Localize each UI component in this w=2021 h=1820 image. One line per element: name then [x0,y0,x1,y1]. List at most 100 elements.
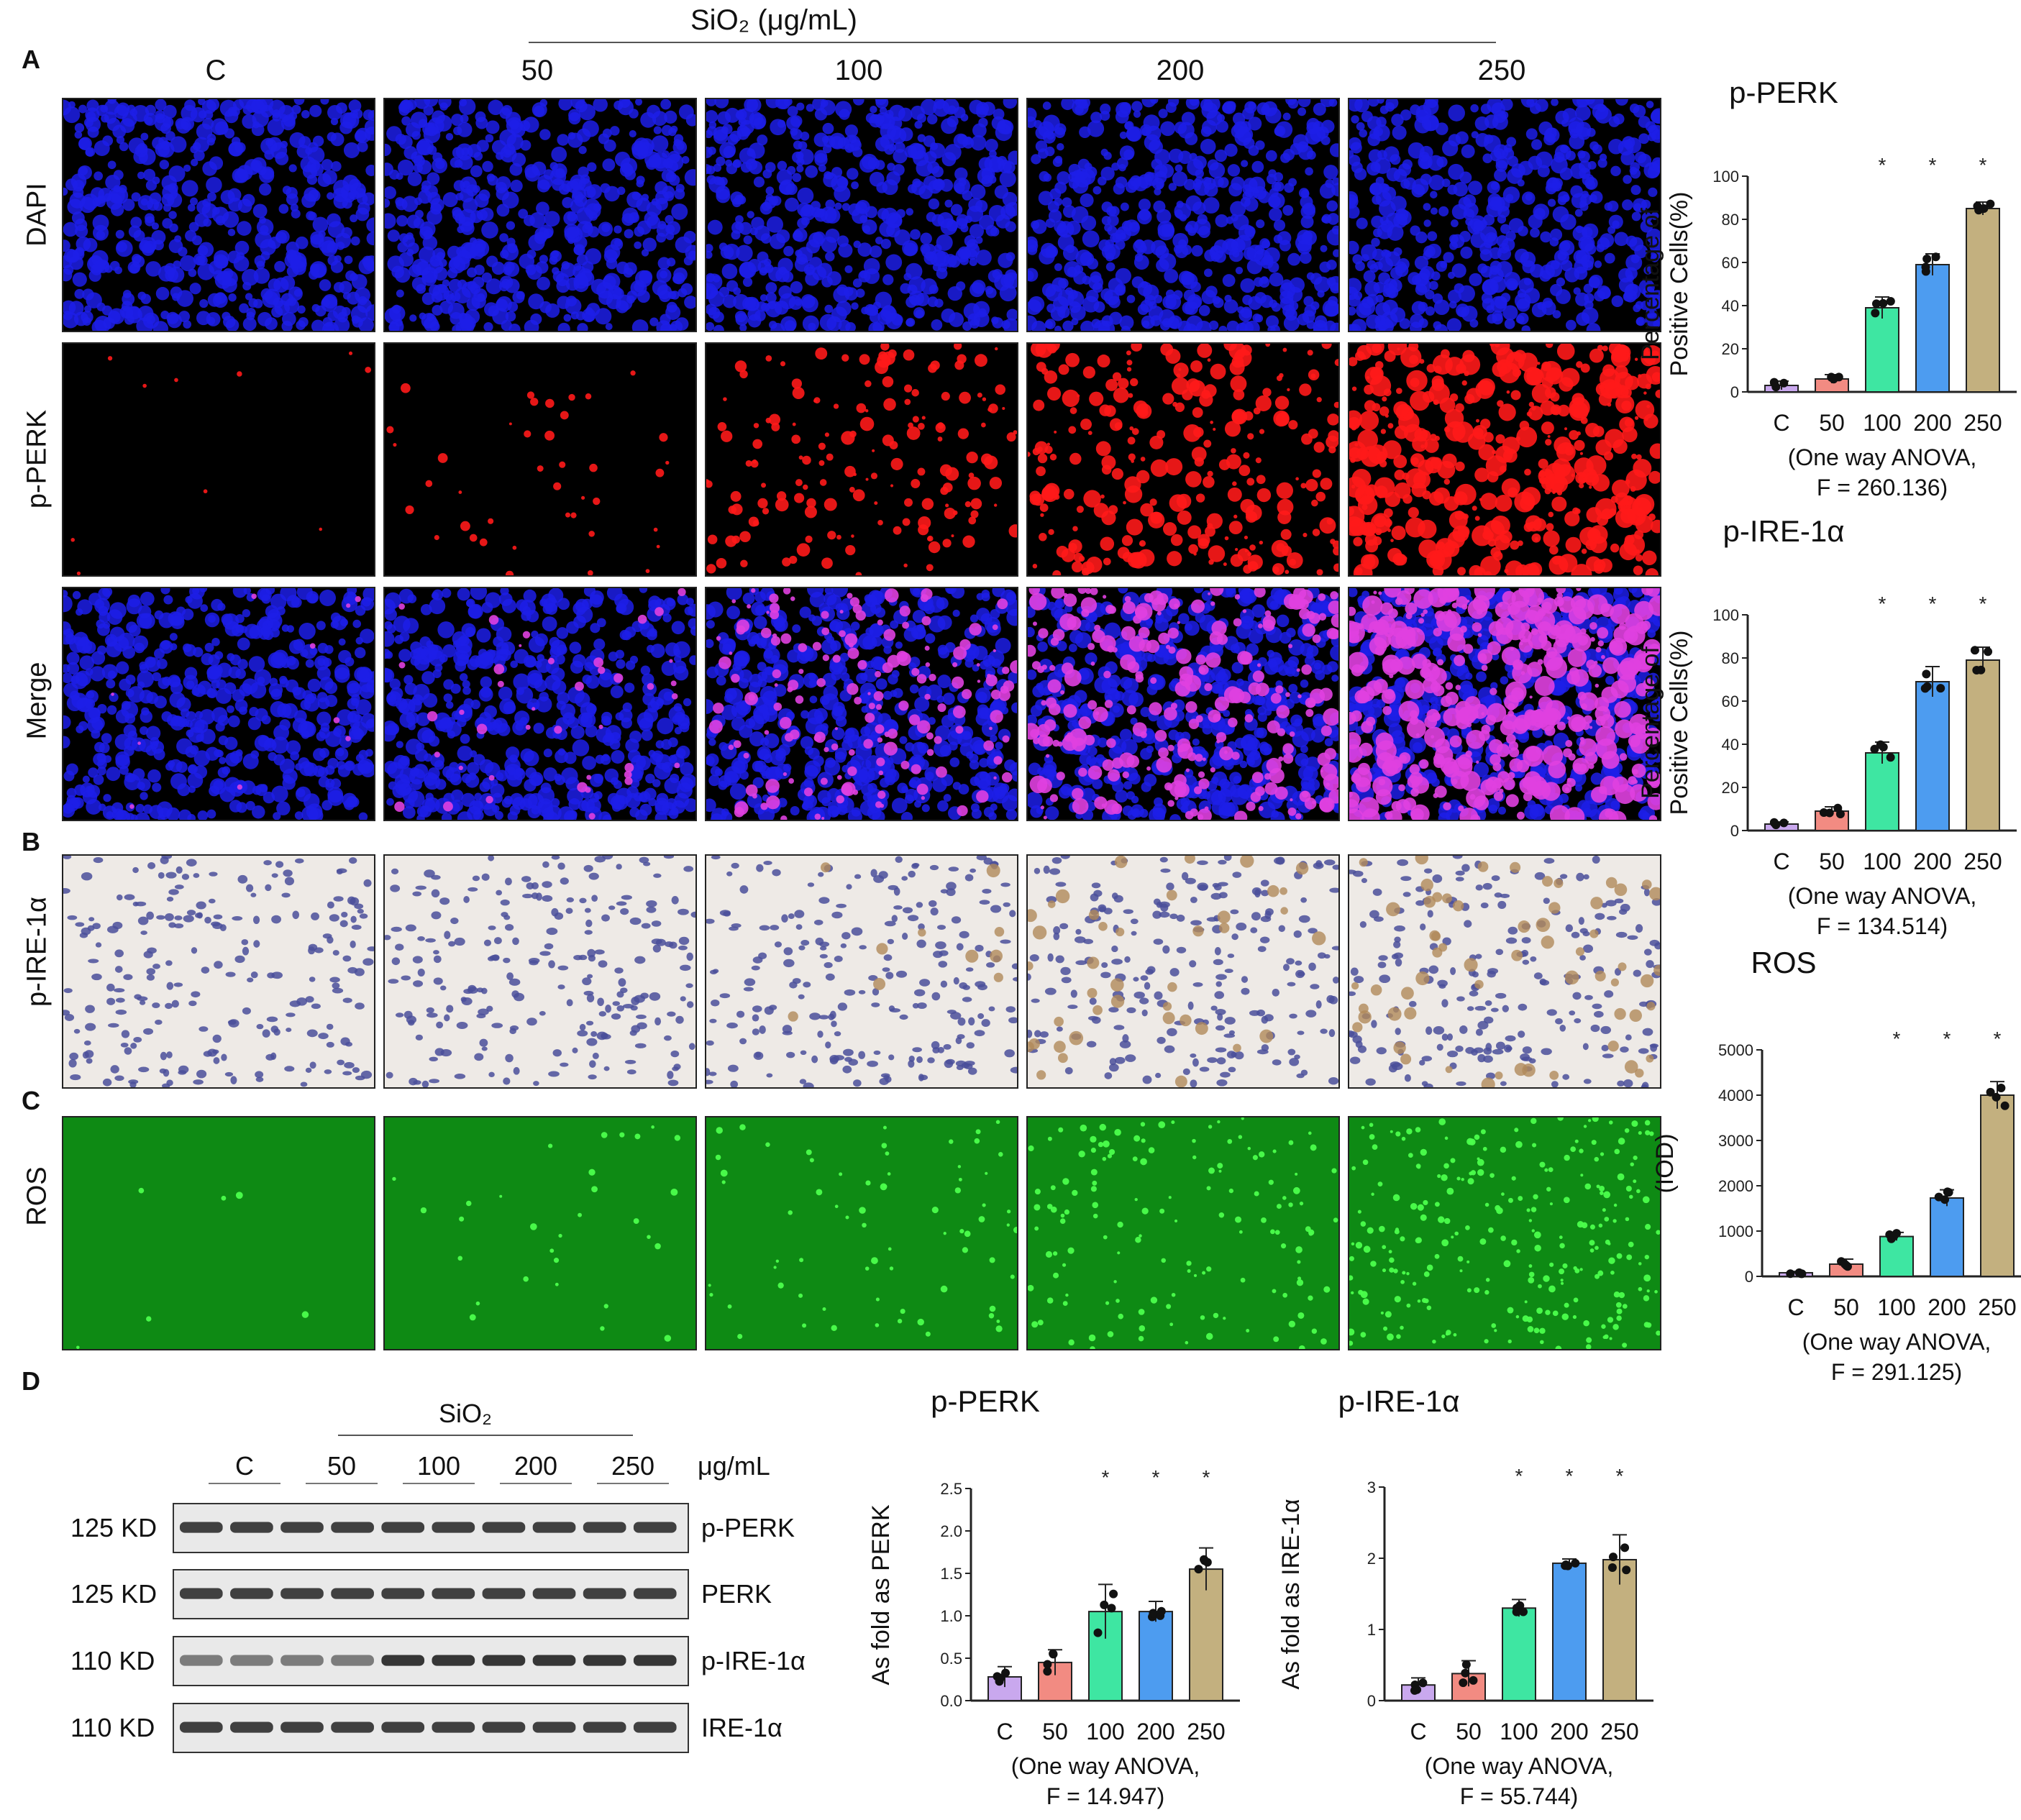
wb-group-underline [597,1483,669,1484]
micrograph-pire-200 [1026,854,1340,1089]
significance-star: * [1994,1028,2002,1050]
micrograph-dapi-50 [383,98,697,332]
sio2-header-line [529,42,1496,43]
data-point [1461,1668,1470,1678]
micrograph-pperk-C [62,342,375,577]
y-axis-label-line: As fold as PERK [867,1504,895,1686]
x-tick-label: 100 [1500,1719,1538,1744]
x-tick-label: 50 [1833,1294,1859,1320]
wb-unit: μg/mL [698,1451,770,1481]
chart-plot: 0 20 40 60 80 100 * * * [1712,155,2017,399]
y-tick-label: 0 [1367,1692,1376,1708]
anova-note-line: F = 14.947) [1046,1783,1165,1809]
data-point [1886,296,1895,306]
data-point [1986,199,1995,209]
bar [1966,659,2000,831]
y-axis-label: Percentage of Positive Cells(%) [1636,608,1701,838]
y-axis-label-line: Positive Cells(%) [1666,630,1693,815]
chart-title: ROS [1751,946,1817,979]
data-point [1779,378,1789,388]
data-point [1871,299,1881,308]
data-point [1931,252,1940,262]
bar [1930,1197,1964,1277]
wb-kd-label: 125 KD [70,1579,158,1609]
data-point [1829,375,1838,384]
data-point [1561,1561,1570,1570]
wb-group-label: 50 [327,1451,357,1481]
anova-note-line: F = 55.744) [1459,1783,1579,1809]
bar [1502,1607,1536,1701]
y-tick-label: 2.0 [940,1522,962,1540]
y-tick-label: 0.0 [940,1692,962,1708]
significance-star: * [1616,1465,1624,1487]
data-point [1518,1607,1528,1616]
col-label-200: 200 [1156,55,1205,86]
wb-group-underline [403,1483,475,1484]
bar [1139,1611,1173,1702]
col-label-250: 250 [1477,55,1526,86]
data-point [1109,1589,1118,1599]
anova-note: (One way ANOVA, F = 291.125) [1782,1327,2012,1387]
panel-label-b: B [22,827,40,856]
y-tick-label: 60 [1722,254,1739,272]
anova-note-line: F = 260.136) [1816,475,1948,500]
wb-protein-label: p-IRE-1α [701,1646,806,1675]
significance-star: * [1879,593,1887,615]
y-tick-label: 3 [1367,1478,1376,1496]
data-point [1786,1269,1795,1279]
x-tick-label: 200 [1928,1294,1966,1320]
bar [1879,1235,1914,1277]
y-tick-label: 0 [1745,1268,1753,1284]
x-tick-label: 100 [1863,849,1902,874]
y-tick-label: 1 [1367,1621,1376,1639]
data-point [996,1673,1005,1683]
anova-note-line: F = 134.514) [1816,913,1948,939]
col-label-100: 100 [834,55,883,86]
y-axis-label: (IOD) [1651,1048,1715,1279]
data-point [1922,669,1931,679]
micrograph-pperk-100 [705,342,1018,577]
y-tick-label: 100 [1712,168,1739,186]
data-point [1889,1231,1899,1240]
y-tick-label: 80 [1722,649,1739,667]
data-point [1620,1543,1630,1553]
data-point [1871,308,1880,318]
wb-group-underline [306,1483,378,1484]
panel-label-a: A [22,45,40,74]
micrograph-dapi-250 [1348,98,1661,332]
x-tick-label: 50 [1456,1719,1482,1744]
y-tick-label: 4000 [1718,1087,1753,1105]
data-point [1469,1675,1478,1685]
micrograph-merge-50 [383,587,697,821]
micrograph-merge-200 [1026,587,1340,821]
micrograph-merge-250 [1348,587,1661,821]
wb-group-label: C [235,1451,254,1481]
chart-plot: 0 1 2 3 * * * [1367,1465,1653,1708]
data-point [1976,665,1986,675]
col-label-50: 50 [521,55,554,86]
y-tick-label: 2 [1367,1550,1376,1568]
chart-plot: 0 1000 2000 3000 4000 5000 * * * [1718,1028,2021,1284]
wb-group-label: 250 [611,1451,655,1481]
x-tick-label: 250 [1978,1294,2017,1320]
data-point [1607,1563,1617,1572]
wb-protein-label: p-PERK [701,1513,795,1542]
y-tick-label: 0 [1730,383,1739,399]
x-tick-label: 250 [1963,410,2002,436]
y-tick-label: 3000 [1718,1132,1753,1150]
data-point [1922,255,1932,264]
x-tick-label: 100 [1877,1294,1916,1320]
significance-star: * [1979,155,1987,176]
y-tick-label: 20 [1722,340,1739,358]
micrograph-dapi-C [62,98,375,332]
data-point [1870,744,1879,754]
bar [1980,1094,2015,1277]
data-point [1886,753,1895,762]
bar [1451,1673,1486,1702]
data-point [1992,1092,2001,1102]
y-tick-label: 1.5 [940,1565,962,1583]
y-tick-label: 40 [1722,736,1739,754]
data-point [1779,818,1789,828]
data-point [1984,647,1993,657]
y-axis-label: Percentage of Positive Cells(%) [1636,169,1701,399]
